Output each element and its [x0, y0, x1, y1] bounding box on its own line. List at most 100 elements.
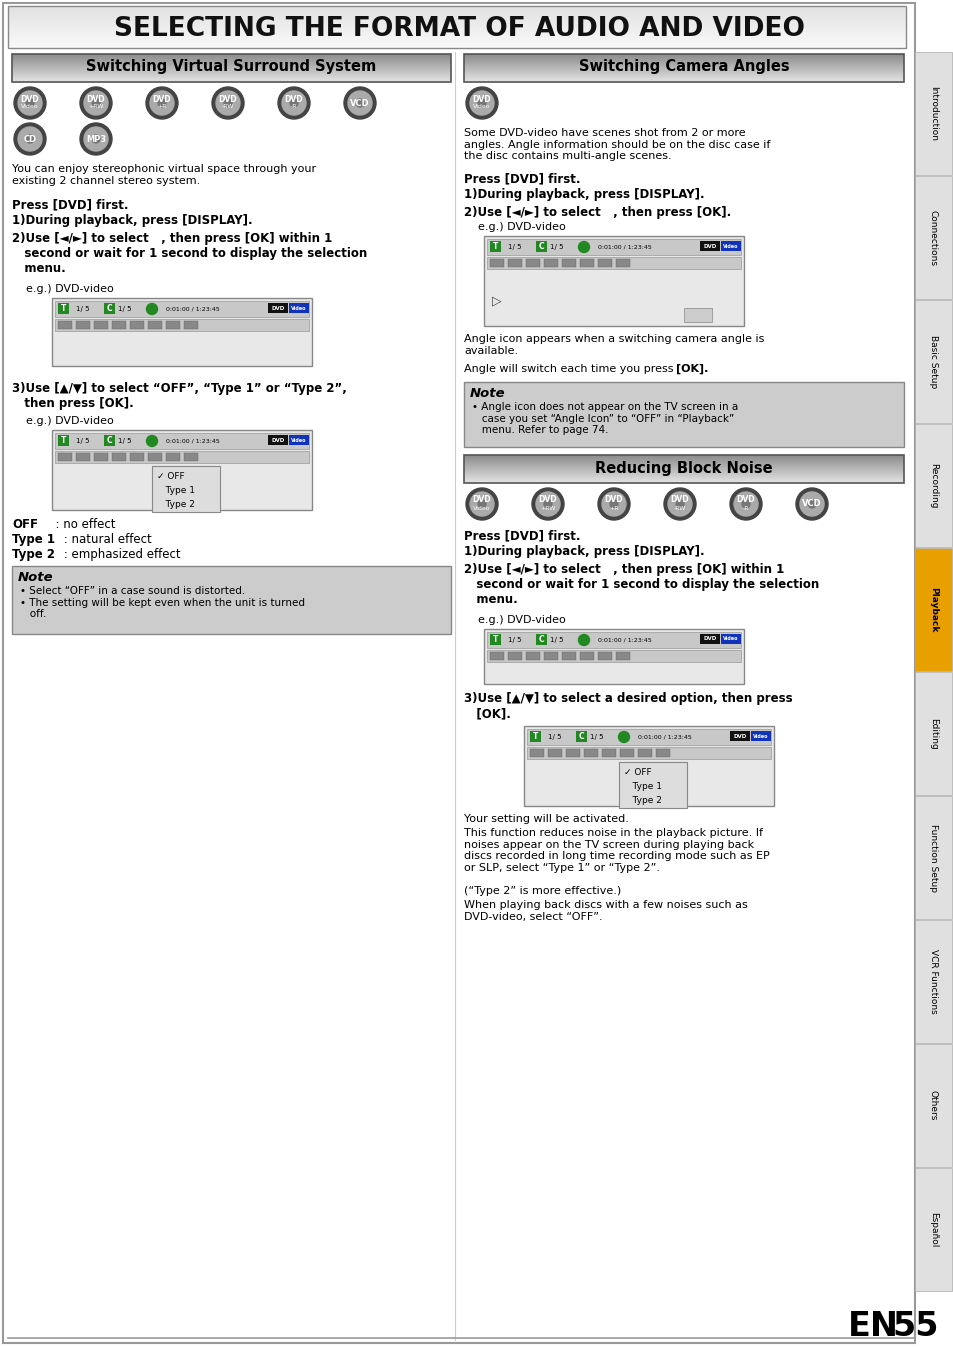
Bar	[616, 259, 629, 267]
Bar	[268, 303, 288, 313]
Text: ✓ OFF: ✓ OFF	[157, 472, 185, 481]
Bar	[76, 321, 90, 329]
Text: 3)Use [▲/▼] to select “OFF”, “Type 1” or “Type 2”,
   then press [OK].: 3)Use [▲/▼] to select “OFF”, “Type 1” or…	[12, 381, 347, 410]
Text: -RW: -RW	[222, 105, 233, 109]
Text: 55: 55	[891, 1310, 938, 1343]
Text: Angle will switch each time you press: Angle will switch each time you press	[463, 364, 677, 373]
Bar	[683, 307, 711, 322]
Text: Others: Others	[928, 1091, 937, 1120]
Circle shape	[741, 500, 749, 508]
Circle shape	[355, 98, 364, 106]
Circle shape	[598, 488, 629, 520]
Bar	[55, 319, 309, 332]
Text: 1/ 5: 1/ 5	[550, 244, 563, 249]
Text: : no effect: : no effect	[48, 518, 115, 531]
Circle shape	[344, 88, 375, 119]
Bar	[483, 630, 743, 683]
Text: 0:01:00 / 1:23:45: 0:01:00 / 1:23:45	[598, 244, 651, 249]
Text: +R: +R	[609, 506, 618, 511]
Bar	[523, 727, 773, 806]
Bar	[463, 456, 903, 483]
Circle shape	[84, 127, 108, 151]
Text: 1/ 5: 1/ 5	[550, 638, 563, 643]
Circle shape	[14, 88, 46, 119]
Bar	[52, 298, 312, 367]
Bar	[486, 650, 740, 662]
Text: Note: Note	[470, 387, 505, 400]
Bar	[94, 321, 108, 329]
Bar	[750, 731, 770, 741]
Text: 1/ 5: 1/ 5	[507, 638, 521, 643]
Bar	[525, 652, 539, 661]
Text: CD: CD	[24, 135, 36, 143]
Circle shape	[465, 88, 497, 119]
Bar	[536, 241, 546, 252]
Text: e.g.) DVD-video: e.g.) DVD-video	[26, 417, 113, 426]
Text: 0:01:00 / 1:23:45: 0:01:00 / 1:23:45	[598, 638, 651, 643]
Circle shape	[663, 488, 696, 520]
Text: You can enjoy stereophonic virtual space through your
existing 2 channel stereo : You can enjoy stereophonic virtual space…	[12, 164, 315, 186]
Text: Some DVD-video have scenes shot from 2 or more
angles. Angle information should : Some DVD-video have scenes shot from 2 o…	[463, 128, 770, 162]
Bar	[543, 652, 558, 661]
Text: Basic Setup: Basic Setup	[928, 334, 937, 388]
Circle shape	[733, 492, 758, 516]
Text: DVD: DVD	[604, 496, 622, 504]
Text: 3)Use [▲/▼] to select a desired option, then press
   [OK].: 3)Use [▲/▼] to select a desired option, …	[463, 692, 792, 720]
Bar	[104, 435, 115, 446]
Bar	[525, 259, 539, 267]
Circle shape	[91, 135, 100, 143]
Bar	[490, 634, 500, 644]
Bar	[94, 453, 108, 461]
Text: DVD: DVD	[736, 496, 755, 504]
Text: Video: Video	[722, 244, 738, 248]
Text: -R: -R	[742, 506, 748, 511]
Text: Type 2: Type 2	[157, 500, 194, 510]
Circle shape	[477, 500, 485, 508]
Circle shape	[18, 127, 42, 151]
Text: [OK].: [OK].	[676, 364, 708, 375]
Bar	[130, 321, 144, 329]
Text: Video: Video	[291, 438, 307, 442]
Bar	[526, 729, 770, 745]
Text: DVD: DVD	[733, 733, 746, 739]
Text: Video: Video	[21, 105, 39, 109]
Bar	[8, 5, 905, 49]
Text: DVD: DVD	[472, 496, 491, 504]
Bar	[152, 466, 220, 512]
Text: Video: Video	[753, 733, 768, 739]
Bar	[166, 453, 180, 461]
Text: DVD: DVD	[702, 244, 716, 248]
Text: +RW: +RW	[89, 105, 104, 109]
Bar	[601, 749, 616, 758]
Bar	[483, 236, 743, 326]
Text: -R: -R	[291, 105, 297, 109]
Text: DVD: DVD	[87, 94, 105, 104]
Text: Video: Video	[291, 306, 307, 310]
Bar	[914, 919, 951, 1043]
Circle shape	[26, 98, 34, 106]
Bar	[289, 435, 309, 445]
Bar	[583, 749, 598, 758]
Bar	[486, 257, 740, 270]
Bar	[490, 259, 503, 267]
Text: 0:01:00 / 1:23:45: 0:01:00 / 1:23:45	[638, 735, 691, 740]
Text: e.g.) DVD-video: e.g.) DVD-video	[477, 615, 565, 625]
Bar	[914, 1043, 951, 1167]
Text: Angle icon appears when a switching camera angle is
available.: Angle icon appears when a switching came…	[463, 334, 763, 356]
Bar	[638, 749, 651, 758]
Circle shape	[543, 500, 552, 508]
Bar	[700, 634, 720, 644]
Text: Editing: Editing	[928, 717, 937, 749]
Circle shape	[224, 98, 232, 106]
Circle shape	[536, 492, 559, 516]
Text: 1)During playback, press [DISPLAY].: 1)During playback, press [DISPLAY].	[463, 545, 704, 558]
Bar	[565, 749, 579, 758]
Text: DVD: DVD	[218, 94, 237, 104]
Bar	[543, 259, 558, 267]
Text: T: T	[493, 635, 497, 644]
Bar	[486, 239, 740, 255]
Text: e.g.) DVD-video: e.g.) DVD-video	[477, 222, 565, 232]
Text: T: T	[61, 305, 66, 313]
Bar	[289, 303, 309, 313]
Bar	[579, 652, 594, 661]
